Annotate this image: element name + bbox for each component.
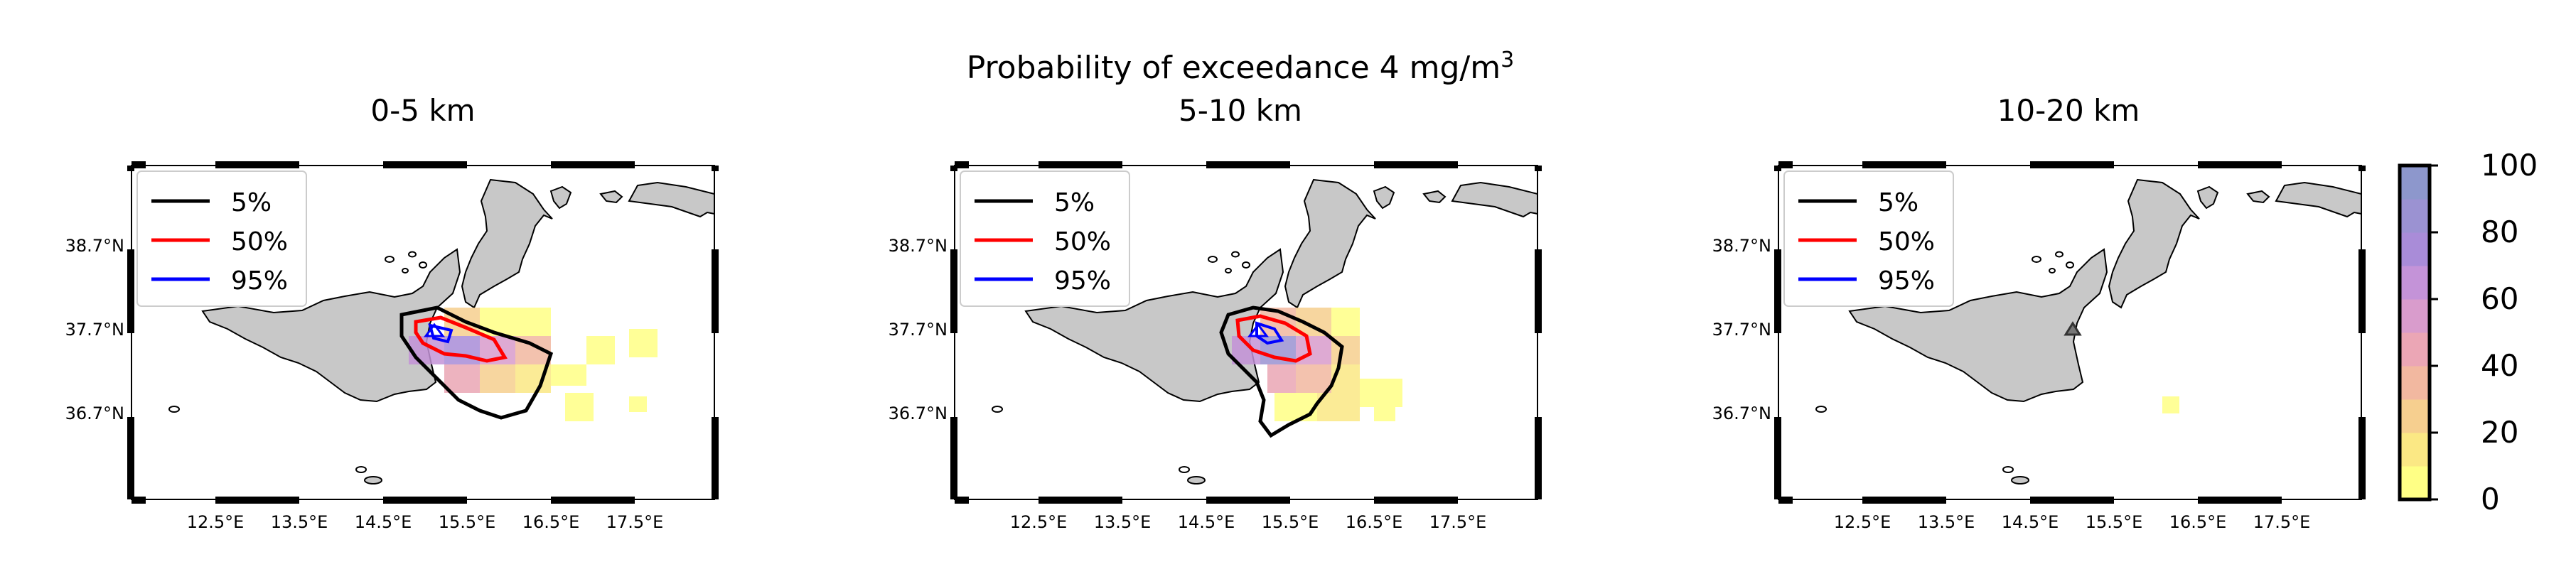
legend-label: 5% xyxy=(231,188,272,217)
volcano-marker-triangle-icon xyxy=(424,323,445,337)
colorbar-step xyxy=(2400,266,2430,300)
contour-50pct xyxy=(414,315,508,363)
lon-label: 17.5°E xyxy=(2253,512,2311,532)
panel-subtitle: 5-10 km xyxy=(1179,93,1302,128)
lat-label: 37.7°N xyxy=(65,320,124,340)
legend: 5% 50% 95% xyxy=(1783,170,1954,307)
colorbar-step xyxy=(2400,399,2430,433)
lon-label: 14.5°E xyxy=(1178,512,1235,532)
colorbar-step xyxy=(2400,166,2430,200)
legend-label: 5% xyxy=(1054,188,1095,217)
colorbar-step xyxy=(2400,366,2430,400)
colorbar-gradient xyxy=(2400,166,2430,500)
colorbar-tick-label: 40 xyxy=(2481,348,2518,383)
contour-5pct xyxy=(399,305,554,420)
lon-label: 17.5°E xyxy=(1429,512,1487,532)
lon-label: 16.5°E xyxy=(1346,512,1403,532)
figure-title: Probability of exceedance 4 mg/m3 xyxy=(967,48,1514,86)
lon-label: 15.5°E xyxy=(439,512,496,532)
lon-label: 16.5°E xyxy=(2169,512,2227,532)
legend: 5% 50% 95% xyxy=(960,170,1130,307)
colorbar-tick-label: 100 xyxy=(2481,148,2538,183)
contour-5pct xyxy=(1219,305,1344,438)
lat-label: 36.7°N xyxy=(889,404,948,423)
colorbar-step xyxy=(2400,433,2430,467)
colorbar: 100 80 60 40 20 0 xyxy=(2398,148,2538,516)
contour-95pct xyxy=(428,323,454,344)
legend: 5% 50% 95% xyxy=(136,170,307,307)
legend-label: 50% xyxy=(1878,227,1935,256)
colorbar-tick-label: 0 xyxy=(2481,482,2500,516)
lat-label: 37.7°N xyxy=(1712,320,1771,340)
lon-label: 12.5°E xyxy=(1834,512,1891,532)
probability-grid xyxy=(2162,396,2179,413)
map-panel-5-10km: 5-10 km xyxy=(889,93,1542,532)
map-panel-0-5km: 0-5 km xyxy=(65,93,719,532)
lon-label: 14.5°E xyxy=(2002,512,2059,532)
lon-label: 13.5°E xyxy=(1918,512,1975,532)
legend-label: 95% xyxy=(1878,266,1935,296)
volcano-marker-triangle-icon xyxy=(2064,321,2082,336)
lon-label: 17.5°E xyxy=(606,512,664,532)
lon-label: 12.5°E xyxy=(1010,512,1068,532)
colorbar-tick-label: 80 xyxy=(2481,215,2518,249)
colorbar-tick-label: 60 xyxy=(2481,281,2518,316)
lon-label: 13.5°E xyxy=(271,512,328,532)
probability-grid xyxy=(409,308,658,421)
colorbar-ticks xyxy=(2430,164,2438,501)
legend-label: 95% xyxy=(231,266,288,296)
lat-label: 37.7°N xyxy=(889,320,948,340)
legend-label: 50% xyxy=(1054,227,1111,256)
panel-subtitle: 0-5 km xyxy=(370,93,475,128)
colorbar-tick-label: 20 xyxy=(2481,415,2518,450)
lat-label: 38.7°N xyxy=(889,236,948,256)
map-panel-10-20km: 10-20 km 5% 50% 95% 38.7°N 37.7°N 36.7°N xyxy=(1712,93,2366,532)
lon-label: 15.5°E xyxy=(1262,512,1319,532)
colorbar-step xyxy=(2400,299,2430,333)
lat-label: 36.7°N xyxy=(1712,404,1771,423)
legend-label: 5% xyxy=(1878,188,1918,217)
colorbar-step xyxy=(2400,199,2430,233)
lat-label: 38.7°N xyxy=(65,236,124,256)
lon-label: 14.5°E xyxy=(355,512,412,532)
contour-50pct xyxy=(1235,314,1312,363)
lon-label: 15.5°E xyxy=(2086,512,2143,532)
legend-label: 50% xyxy=(231,227,288,256)
lon-label: 13.5°E xyxy=(1094,512,1152,532)
legend-label: 95% xyxy=(1054,266,1111,296)
lat-label: 36.7°N xyxy=(65,404,124,423)
colorbar-step xyxy=(2400,232,2430,266)
lon-label: 16.5°E xyxy=(522,512,580,532)
lon-label: 12.5°E xyxy=(187,512,245,532)
panel-subtitle: 10-20 km xyxy=(1997,93,2140,128)
lat-label: 38.7°N xyxy=(1712,236,1771,256)
volcano-marker-triangle-icon xyxy=(1247,323,1269,337)
contour-95pct xyxy=(1255,321,1284,345)
colorbar-step xyxy=(2400,466,2430,500)
colorbar-step xyxy=(2400,332,2430,367)
